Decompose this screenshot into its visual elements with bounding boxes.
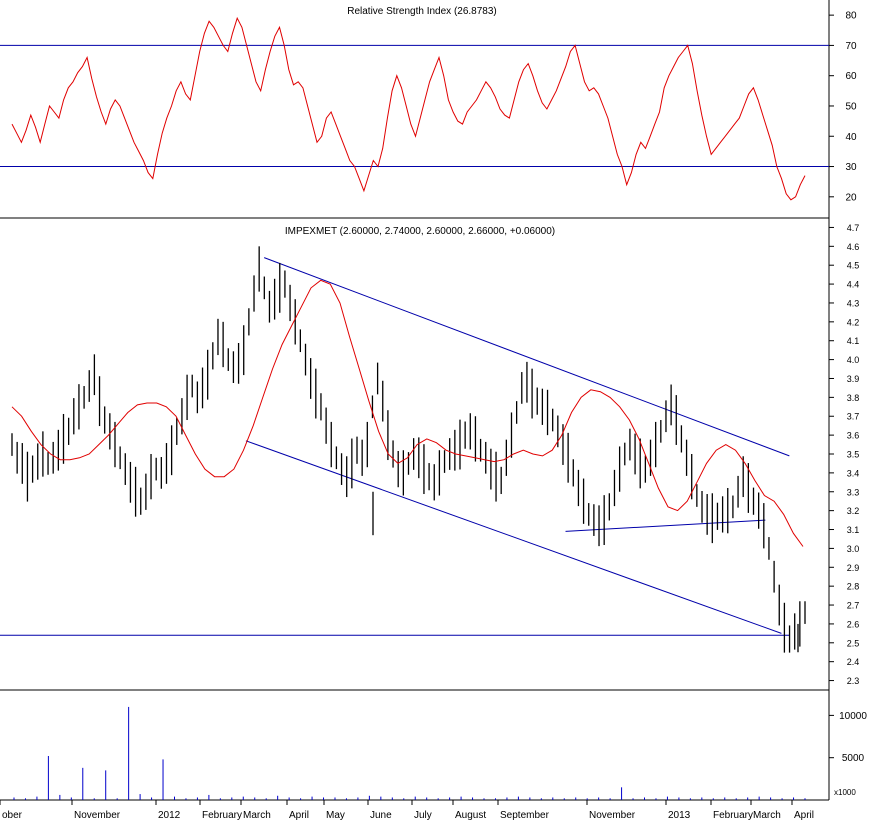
price-tick-label: 3.1 [847, 525, 860, 535]
price-tick-label: 4.6 [847, 242, 860, 252]
x-axis-label: September [500, 810, 550, 821]
rsi-line [11, 16, 806, 201]
x-axis-label: June [370, 810, 392, 821]
x-axis-label: April [794, 810, 814, 821]
price-tick-label: 3.5 [847, 450, 860, 460]
volume-tick-label: 10000 [839, 711, 867, 722]
price-tick-label: 2.3 [847, 676, 860, 686]
rsi-tick-label: 40 [845, 132, 857, 143]
rsi-tick-label: 30 [845, 162, 857, 173]
price-tick-label: 4.7 [847, 223, 860, 233]
volume-tick-label: 5000 [842, 753, 865, 764]
rsi-tick-label: 80 [845, 11, 857, 22]
price-tick-label: 3.0 [847, 544, 860, 554]
x-axis-label: August [455, 810, 486, 821]
price-tick-label: 3.8 [847, 393, 860, 403]
price-tick-label: 4.5 [847, 261, 860, 271]
x-axis: ober November 2012 February March April May Jun… [0, 800, 814, 821]
trendline-3 [565, 519, 766, 532]
price-tick-label: 2.5 [847, 638, 860, 648]
price-tick-label: 4.4 [847, 280, 860, 290]
rsi-title: Relative Strength Index (26.8783) [347, 6, 497, 17]
x-axis-label: 2012 [158, 810, 181, 821]
x-axis-label: March [243, 810, 271, 821]
x-axis-label: July [414, 810, 432, 821]
price-tick-label: 4.3 [847, 298, 860, 308]
x-axis-label: November [589, 810, 636, 821]
price-tick-label: 4.2 [847, 317, 860, 327]
price-tick-label: 2.8 [847, 582, 860, 592]
rsi-tick-label: 60 [845, 71, 857, 82]
rsi-panel: 80 70 60 50 40 30 20 [0, 11, 857, 203]
price-tick-label: 2.9 [847, 563, 860, 573]
x-axis-label: 2013 [668, 810, 691, 821]
volume-unit-label: x1000 [834, 788, 856, 797]
x-axis-label: November [74, 810, 121, 821]
price-tick-label: 3.2 [847, 506, 860, 516]
price-tick-label: 4.0 [847, 355, 860, 365]
price-tick-label: 3.9 [847, 374, 860, 384]
x-axis-label: February [202, 810, 242, 821]
price-tick-label: 2.7 [847, 601, 860, 611]
panel-frames [0, 0, 830, 801]
price-tick-label: 3.3 [847, 487, 860, 497]
price-panel: 4.7 4.6 4.5 4.4 4.3 4.2 4.1 4.0 3.9 3.8 3.7 3.6 3.5 3… [0, 223, 859, 686]
price-tick-label: 2.6 [847, 619, 860, 629]
price-tick-label: 4.1 [847, 336, 860, 346]
trendline-2 [245, 440, 782, 634]
price-tick-label: 3.6 [847, 431, 860, 441]
x-axis-label: May [326, 810, 345, 821]
rsi-tick-label: 50 [845, 101, 857, 112]
trendline-1 [263, 257, 790, 457]
x-axis-label: ober [2, 810, 23, 821]
rsi-tick-label: 70 [845, 41, 857, 52]
volume-panel: 10000 5000 [13, 706, 867, 800]
x-axis-label: February [713, 810, 753, 821]
rsi-tick-label: 20 [845, 192, 857, 203]
moving-average-line [11, 279, 804, 547]
price-title: IMPEXMET (2.60000, 2.74000, 2.60000, 2.6… [285, 226, 555, 237]
price-tick-label: 3.4 [847, 468, 860, 478]
x-axis-label: April [289, 810, 309, 821]
price-tick-label: 3.7 [847, 412, 860, 422]
price-tick-label: 2.4 [847, 657, 860, 667]
x-axis-label: March [753, 810, 781, 821]
